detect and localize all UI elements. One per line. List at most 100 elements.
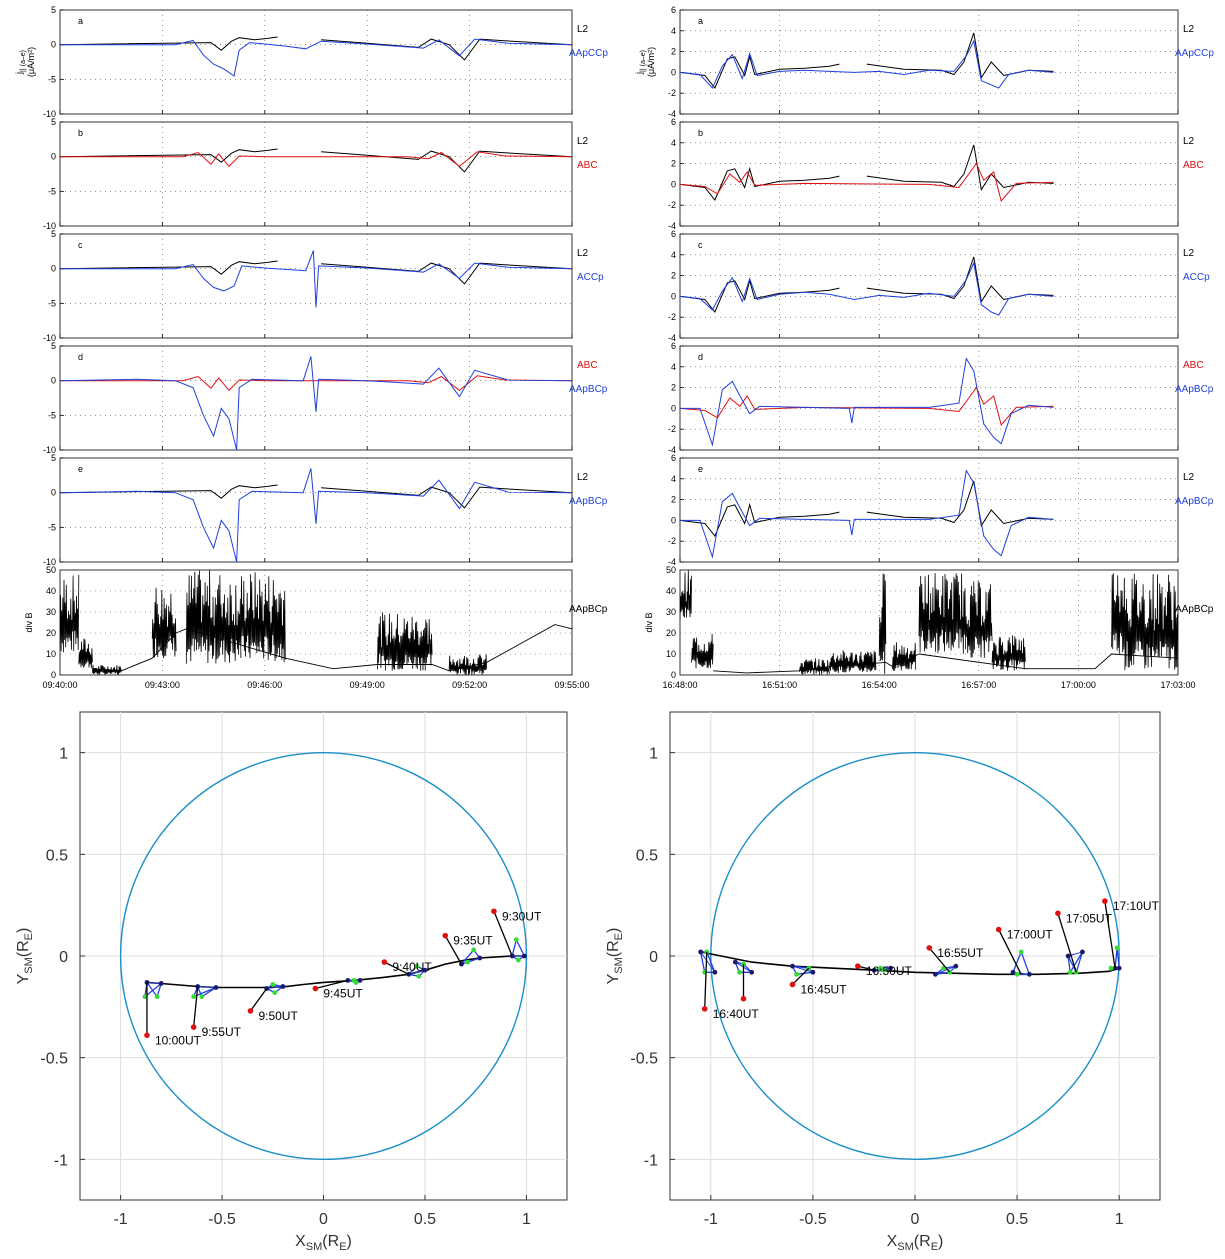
- spacecraft-point: [416, 974, 421, 979]
- y-tick-label: 5: [51, 5, 56, 15]
- x-tick-label: 09:43:00: [145, 680, 180, 690]
- spacecraft-point: [354, 980, 359, 985]
- x-tick-label: 09:52:00: [452, 680, 487, 690]
- y-axis-label-part: (R: [15, 940, 32, 957]
- y-tick-label: -2: [668, 312, 676, 322]
- y-tick-label: 0.5: [46, 847, 68, 864]
- footpoint-marker: [790, 982, 796, 988]
- legend-L2: L2: [1183, 24, 1195, 35]
- panel-letter: c: [698, 240, 703, 250]
- legend-ABC: ABC: [1183, 360, 1204, 371]
- spacecraft-point: [737, 970, 742, 975]
- time-label: 17:00UT: [1007, 928, 1054, 942]
- legend-ACCp: ACCp: [577, 272, 604, 283]
- panel-a: 50-5-10aL2AApCCp: [43, 5, 608, 119]
- spacecraft-point: [1109, 966, 1114, 971]
- panel-letter: b: [698, 128, 703, 138]
- footpoint-marker: [491, 908, 497, 914]
- y-tick-label: -5: [48, 410, 56, 420]
- x-axis-label-part: SM: [306, 1241, 323, 1253]
- y-tick-label: 20: [46, 628, 56, 638]
- y-tick-label: 0: [51, 376, 56, 386]
- y-tick-label: 50: [666, 565, 676, 575]
- map-MR: -1 -0.5 0 0.5 110.50-0.5-117:10UT17:05UT17:0…: [605, 712, 1160, 1253]
- spacecraft-point: [733, 960, 738, 965]
- legend-L2: L2: [577, 248, 589, 259]
- x-tick-label: 09:40:00: [42, 680, 77, 690]
- y-axis-label-part: ): [15, 928, 32, 933]
- y-tick-label: 1: [59, 746, 68, 763]
- footpoint-marker: [702, 1006, 708, 1012]
- y-tick-label: 6: [671, 117, 676, 127]
- spacecraft-point: [477, 956, 482, 961]
- footpoint-marker: [144, 1033, 150, 1039]
- panel-frame: [60, 570, 572, 675]
- panel-letter: d: [698, 352, 703, 362]
- legend-L2: L2: [1183, 472, 1195, 483]
- y-tick-label: 50: [46, 565, 56, 575]
- spacecraft-point: [272, 990, 277, 995]
- x-axis-label-part: (R: [322, 1233, 339, 1250]
- panel-c: 50-5-10cL2ACCp: [43, 229, 604, 343]
- y-tick-label: 5: [51, 229, 56, 239]
- y-tick-label: -2: [668, 536, 676, 546]
- time-label: 16:40UT: [713, 1007, 760, 1021]
- time-label: 16:55UT: [937, 946, 984, 960]
- y-tick-label: 40: [666, 586, 676, 596]
- y-tick-label: 0: [51, 488, 56, 498]
- y-tick-label: -2: [668, 88, 676, 98]
- x-tick-label: -0.5: [799, 1211, 827, 1228]
- x-tick-label: 0.5: [414, 1211, 436, 1228]
- spacecraft-point: [1019, 950, 1024, 955]
- spacecraft-point: [1027, 972, 1032, 977]
- y-tick-label: 4: [671, 362, 676, 372]
- y-axis-label: YSM(RE): [15, 928, 35, 985]
- panel-letter: a: [698, 16, 703, 26]
- x-axis-label-part: SM: [897, 1241, 914, 1253]
- y-tick-label: -2: [668, 200, 676, 210]
- y-tick-label: 2: [671, 47, 676, 57]
- time-label: 9:40UT: [392, 960, 432, 974]
- time-label: 9:35UT: [453, 934, 493, 948]
- y-tick-label: 5: [51, 453, 56, 463]
- spacecraft-point: [159, 981, 164, 986]
- spacecraft-point: [516, 958, 521, 963]
- spacecraft-point: [1011, 970, 1016, 975]
- panel-frame: [60, 234, 572, 338]
- legend-L2: L2: [577, 472, 589, 483]
- time-label: 16:50UT: [866, 964, 913, 978]
- y-tick-label: 40: [46, 586, 56, 596]
- footpoint-marker: [382, 959, 388, 965]
- y-axis-label-part: SM: [613, 957, 625, 974]
- x-tick-label: 16:57:00: [961, 680, 996, 690]
- y-tick-label: -5: [48, 186, 56, 196]
- panel-letter: e: [78, 464, 83, 474]
- footpoint-marker: [855, 963, 861, 969]
- panel-letter: b: [78, 128, 83, 138]
- time-label: 10:00UT: [155, 1033, 202, 1047]
- y-tick-label: 30: [46, 607, 56, 617]
- panel-letter: d: [78, 352, 83, 362]
- legend-AApBCp: AApBCp: [569, 384, 608, 395]
- x-tick-label: 16:51:00: [762, 680, 797, 690]
- y-axis-label-part: SM: [23, 957, 35, 974]
- x-tick-label: 09:46:00: [247, 680, 282, 690]
- spacecraft-point: [199, 994, 204, 999]
- footpoint-marker: [1102, 898, 1108, 904]
- legend-L2: L2: [1183, 136, 1195, 147]
- x-tick-label: -0.5: [208, 1211, 236, 1228]
- spacecraft-point: [933, 972, 938, 977]
- legend-AApBCp: AApBCp: [1175, 384, 1214, 395]
- legend-L2: L2: [1183, 248, 1195, 259]
- y-tick-label: 1: [649, 746, 658, 763]
- panel-b: 50-5-10bL2ABC: [43, 117, 598, 231]
- spacecraft-point: [522, 954, 527, 959]
- panel-e: 6420-2-4eL2AApBCp: [668, 453, 1214, 567]
- spacecraft-point: [358, 978, 363, 983]
- y-axis-label-part: (R: [605, 940, 622, 957]
- spacecraft-point: [1115, 945, 1120, 950]
- y-tick-label: 0: [671, 291, 676, 301]
- panel-c: 6420-2-4cL2ACCp: [668, 229, 1210, 343]
- x-tick-label: 16:48:00: [662, 680, 697, 690]
